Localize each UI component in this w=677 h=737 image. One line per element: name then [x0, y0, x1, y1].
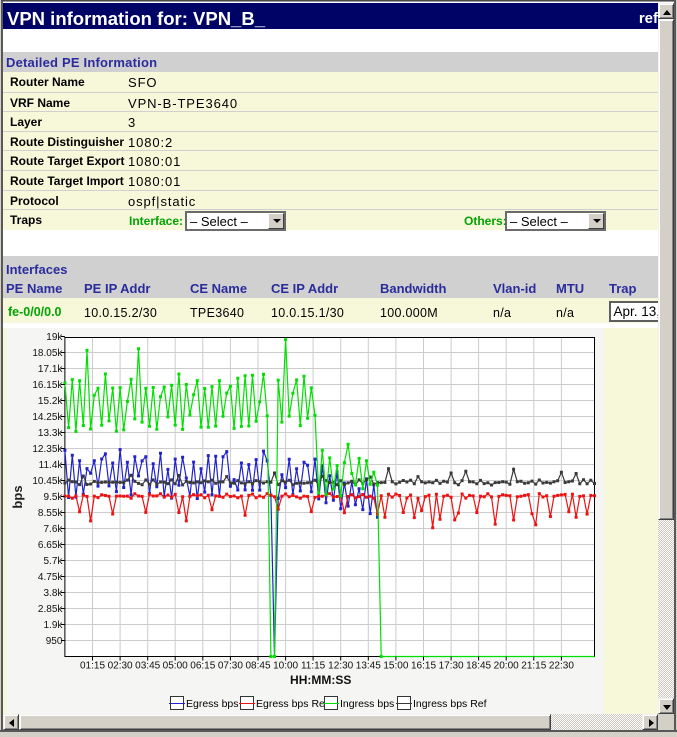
svg-text:03:45: 03:45 [135, 661, 160, 672]
svg-text:10.45k: 10.45k [32, 476, 63, 487]
svg-text:8.55k: 8.55k [38, 508, 63, 519]
svg-text:12.35k: 12.35k [32, 444, 63, 455]
svg-text:22:30: 22:30 [549, 661, 574, 672]
svg-text:1.9k: 1.9k [43, 620, 63, 631]
svg-text:7.6k: 7.6k [43, 524, 63, 535]
svg-text:17:30: 17:30 [439, 661, 464, 672]
svg-text:4.75k: 4.75k [38, 572, 63, 583]
svg-text:07:30: 07:30 [218, 661, 243, 672]
svg-text:3.8k: 3.8k [43, 588, 63, 599]
svg-text:bps: bps [10, 485, 25, 508]
svg-text:01:15: 01:15 [80, 661, 105, 672]
svg-text:05:00: 05:00 [163, 661, 188, 672]
svg-text:16:15: 16:15 [411, 661, 436, 672]
svg-text:13.3k: 13.3k [38, 428, 63, 439]
svg-text:16.15k: 16.15k [32, 380, 63, 391]
svg-text:9.5k: 9.5k [43, 492, 63, 503]
svg-text:18:45: 18:45 [466, 661, 491, 672]
svg-text:18.05k: 18.05k [32, 348, 63, 359]
svg-text:15.2k: 15.2k [38, 396, 63, 407]
svg-text:HH:MM:SS: HH:MM:SS [290, 673, 351, 687]
svg-text:15:00: 15:00 [383, 661, 408, 672]
svg-text:950: 950 [46, 636, 63, 647]
svg-text:11.4k: 11.4k [39, 460, 64, 471]
svg-text:14.25k: 14.25k [32, 412, 63, 423]
svg-text:06:15: 06:15 [190, 661, 215, 672]
svg-text:21:15: 21:15 [521, 661, 546, 672]
svg-text:20:00: 20:00 [494, 661, 519, 672]
svg-text:13:45: 13:45 [356, 661, 381, 672]
svg-text:10:00: 10:00 [273, 661, 298, 672]
svg-text:02:30: 02:30 [108, 661, 133, 672]
svg-text:6.65k: 6.65k [38, 540, 63, 551]
svg-text:2.85k: 2.85k [38, 604, 63, 615]
svg-text:11:15: 11:15 [301, 661, 326, 672]
svg-text:19k: 19k [46, 332, 63, 343]
svg-text:17.1k: 17.1k [38, 364, 63, 375]
svg-text:5.7k: 5.7k [43, 556, 63, 567]
svg-text:12:30: 12:30 [328, 661, 353, 672]
svg-text:08:45: 08:45 [245, 661, 270, 672]
